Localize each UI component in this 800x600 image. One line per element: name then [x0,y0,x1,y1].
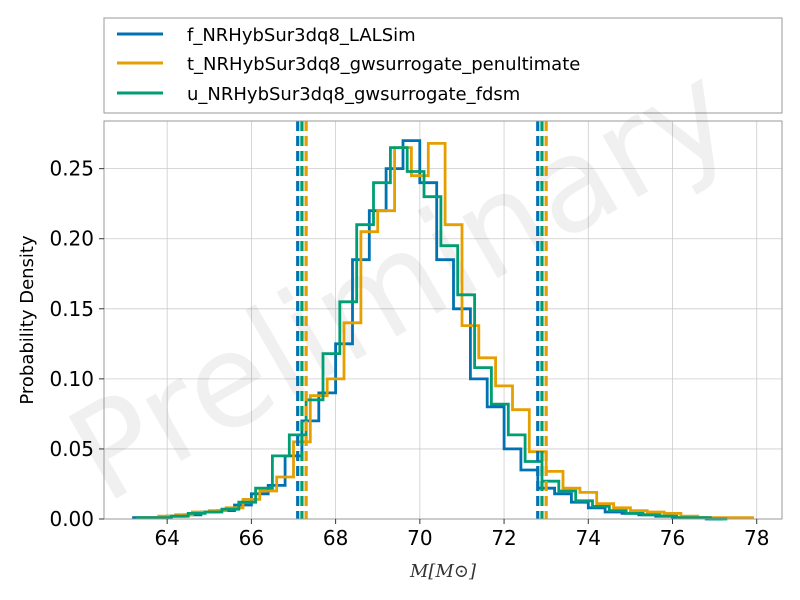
credible-interval-lines [296,121,548,519]
x-tick-label: 72 [491,526,516,550]
x-tick-label: 64 [154,526,179,550]
y-tick-label: 0.00 [49,507,94,531]
x-tick-label: 70 [407,526,432,550]
x-axis-label: M[M⊙] [409,561,477,582]
legend-label-2: u_NRHybSur3dq8_gwsurrogate_fdsm [187,84,520,105]
legend-label-1: t_NRHybSur3dq8_gwsurrogate_penultimate [187,54,580,75]
y-tick-label: 0.15 [49,297,94,321]
legend-frame [103,17,783,114]
x-tick-label: 74 [576,526,601,550]
y-tick-label: 0.25 [49,157,94,181]
legend: f_NRHybSur3dq8_LALSim t_NRHybSur3dq8_gws… [103,17,783,114]
x-tick-label: 78 [744,526,769,550]
x-tick-label: 76 [660,526,685,550]
histogram-series-2 [136,146,728,521]
grid [104,121,782,520]
x-tick-label: 68 [323,526,348,550]
x-tick-label: 66 [239,526,264,550]
x-axis-ticks: 64 66 68 70 72 74 76 78 [154,519,769,550]
y-tick-label: 0.20 [49,227,94,251]
series-layer [132,139,754,521]
y-axis-label: Probability Density [17,235,38,405]
plot-area [104,121,782,519]
y-tick-label: 0.10 [49,367,94,391]
legend-label-0: f_NRHybSur3dq8_LALSim [187,25,416,46]
y-axis-ticks: 0.00 0.05 0.10 0.15 0.20 0.25 [49,157,104,531]
y-tick-label: 0.05 [49,437,94,461]
plot-frame [103,120,783,520]
